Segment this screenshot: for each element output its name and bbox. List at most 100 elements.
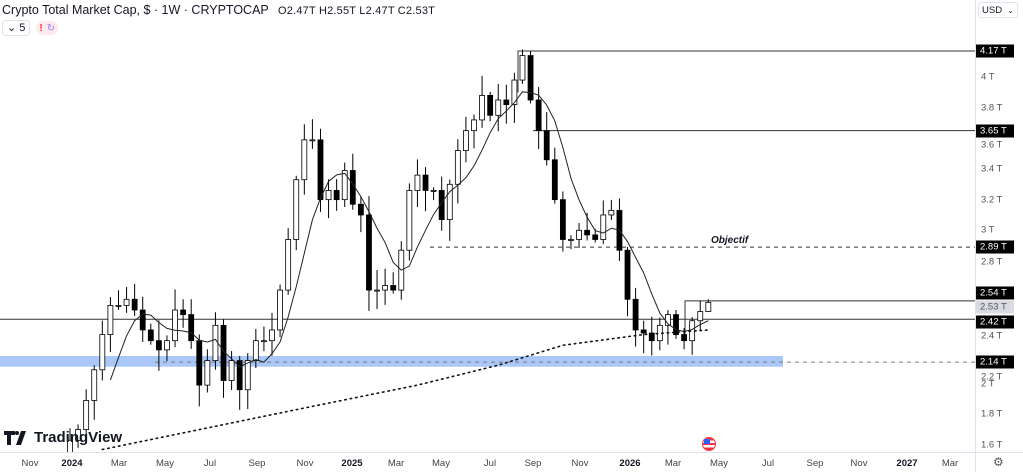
- candle-down: [147, 329, 154, 342]
- price-level-tag: 2.89 T: [976, 240, 1014, 254]
- time-tick-label: 2027: [896, 458, 918, 469]
- time-tick-label: Sep: [806, 458, 824, 469]
- candle-up: [204, 360, 211, 386]
- time-tick-label: Jul: [203, 458, 217, 469]
- price-tick-label: 2.4 T: [981, 330, 1003, 342]
- price-tick-label: 3.4 T: [981, 163, 1003, 175]
- price-tick-label: 2.8 T: [981, 256, 1003, 268]
- candle-up: [568, 239, 574, 241]
- support-zone: [0, 356, 783, 367]
- candle-up: [301, 139, 308, 181]
- indicator-count: 5: [19, 22, 26, 34]
- sync-icon[interactable]: ↻: [46, 22, 56, 34]
- time-tick-label: Mar: [110, 458, 128, 469]
- candle-down: [131, 298, 138, 311]
- candle-up: [115, 305, 122, 307]
- time-tick-label: Mar: [664, 458, 682, 469]
- time-tick-label: 2025: [341, 458, 363, 469]
- price-tick-label: 3.2 T: [981, 194, 1003, 206]
- currency-select[interactable]: USD ⌄: [978, 2, 1018, 18]
- warning-icon[interactable]: !: [39, 22, 43, 34]
- price-tick-label: 3.8 T: [981, 102, 1003, 114]
- candle-up: [75, 429, 81, 441]
- candle-up: [244, 360, 251, 391]
- settings-gear-icon[interactable]: ⚙: [993, 455, 1004, 469]
- candle-up: [463, 130, 469, 151]
- candle-up: [228, 360, 235, 381]
- chevron-down-icon: ⌄: [1007, 6, 1014, 15]
- candle-up: [341, 170, 348, 201]
- price-chart[interactable]: [0, 0, 975, 452]
- objectif-annotation[interactable]: Objectif: [711, 235, 749, 246]
- candle-up: [91, 369, 98, 401]
- candle-down: [527, 55, 534, 101]
- price-tick-label: 2.2 T: [981, 371, 1003, 383]
- indicators-toggle-button[interactable]: ⌄ 5: [2, 20, 31, 36]
- time-tick-label: May: [156, 458, 174, 469]
- candle-up: [83, 400, 90, 430]
- candle-up: [277, 289, 283, 331]
- price-level-tag: 4.17 T: [976, 44, 1014, 58]
- price-level-tag: 2.14 T: [976, 355, 1014, 369]
- candle-up: [374, 289, 380, 292]
- time-tick-label: Jul: [483, 458, 497, 469]
- us-flag-event-icon[interactable]: [702, 437, 716, 451]
- long-moving-average-line: [101, 329, 710, 451]
- candle-down: [139, 309, 146, 331]
- candle-down: [188, 314, 195, 342]
- time-tick-label: 2026: [619, 458, 641, 469]
- candle-down: [632, 298, 639, 331]
- time-tick-label: 2024: [61, 458, 83, 469]
- status-badges[interactable]: ! ↻: [36, 21, 59, 35]
- candle-down: [648, 332, 655, 342]
- price-tick-label: 1.6 T: [981, 439, 1003, 451]
- candle-up: [511, 79, 518, 105]
- candle-down: [196, 340, 203, 386]
- candle-up: [285, 239, 292, 291]
- candle-down: [366, 214, 372, 291]
- candle-up: [576, 229, 582, 240]
- time-tick-label: Jul: [761, 458, 775, 469]
- candle-down: [640, 329, 647, 334]
- candle-down: [592, 234, 599, 240]
- candle-down: [390, 285, 397, 291]
- time-tick-label: Sep: [524, 458, 542, 469]
- candle-down: [236, 360, 243, 391]
- candle-up: [252, 340, 259, 362]
- candle-down: [503, 99, 510, 105]
- candle-down: [438, 190, 445, 220]
- candle-up: [479, 94, 485, 121]
- candle-up: [172, 309, 178, 342]
- price-tick-label: 3.6 T: [981, 139, 1003, 151]
- candle-up: [293, 179, 300, 240]
- candle-up: [705, 301, 712, 312]
- tradingview-logo[interactable]: TradingView: [4, 429, 122, 446]
- candle-up: [382, 285, 389, 291]
- price-level-tag: 2.42 T: [976, 315, 1014, 329]
- ohlc-values: O2.47T H2.55T L2.47T C2.53T: [278, 5, 436, 17]
- symbol-title[interactable]: Crypto Total Market Cap, $ · 1W · CRYPTO…: [2, 3, 269, 17]
- candle-up: [67, 439, 73, 452]
- candle-up: [430, 190, 437, 192]
- time-tick-label: May: [432, 458, 450, 469]
- candle-up: [414, 174, 421, 191]
- price-level-tag: 2.54 T: [976, 286, 1014, 300]
- candle-down: [155, 340, 162, 351]
- candle-up: [454, 150, 461, 185]
- candle-up: [261, 340, 267, 343]
- time-axis-divider: [0, 452, 1023, 453]
- candle-down: [357, 203, 364, 216]
- price-axis-divider: [975, 0, 976, 472]
- candle-up: [123, 298, 130, 306]
- tradingview-logo-text: TradingView: [34, 429, 123, 446]
- tradingview-logo-icon: [4, 430, 26, 445]
- candle-up: [107, 305, 114, 335]
- candle-up: [309, 139, 316, 142]
- time-tick-label: Sep: [248, 458, 266, 469]
- candle-up: [471, 119, 477, 132]
- candle-up: [608, 209, 615, 216]
- candle-up: [519, 55, 526, 81]
- moving-average-line: [109, 91, 709, 381]
- candle-down: [584, 229, 591, 236]
- candle-down: [535, 99, 542, 132]
